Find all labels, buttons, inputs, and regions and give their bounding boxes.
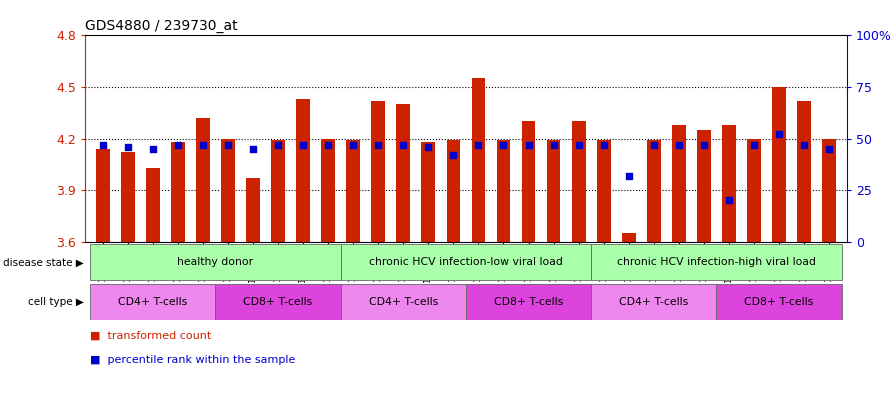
Text: CD4+ T-cells: CD4+ T-cells: [118, 297, 187, 307]
Bar: [622, 233, 635, 242]
Point: [822, 146, 836, 152]
Bar: [521, 121, 536, 242]
Point: [471, 141, 486, 148]
Bar: [672, 125, 685, 242]
Bar: [346, 140, 360, 242]
Bar: [547, 140, 561, 242]
Bar: [340, 284, 466, 320]
Bar: [371, 101, 385, 242]
Point: [246, 146, 260, 152]
Bar: [96, 149, 109, 242]
Bar: [297, 99, 310, 242]
Bar: [90, 244, 340, 280]
Bar: [747, 138, 761, 242]
Point: [521, 141, 536, 148]
Bar: [647, 140, 660, 242]
Bar: [90, 284, 215, 320]
Point: [121, 143, 135, 150]
Point: [647, 141, 661, 148]
Bar: [146, 168, 159, 242]
Text: CD8+ T-cells: CD8+ T-cells: [745, 297, 814, 307]
Point: [547, 141, 561, 148]
Text: disease state ▶: disease state ▶: [4, 257, 84, 267]
Bar: [823, 138, 836, 242]
Bar: [697, 130, 711, 242]
Point: [622, 173, 636, 179]
Point: [421, 143, 435, 150]
Text: ■  percentile rank within the sample: ■ percentile rank within the sample: [90, 354, 295, 365]
Bar: [322, 138, 335, 242]
Point: [496, 141, 511, 148]
Text: GDS4880 / 239730_at: GDS4880 / 239730_at: [85, 19, 237, 33]
Bar: [271, 140, 285, 242]
Bar: [717, 284, 841, 320]
Point: [321, 141, 335, 148]
Text: chronic HCV infection-high viral load: chronic HCV infection-high viral load: [617, 257, 816, 267]
Bar: [215, 284, 340, 320]
Point: [271, 141, 285, 148]
Point: [797, 141, 811, 148]
Bar: [797, 101, 811, 242]
Point: [672, 141, 686, 148]
Bar: [171, 142, 185, 242]
Point: [296, 141, 310, 148]
Bar: [221, 138, 235, 242]
Bar: [471, 78, 486, 242]
Bar: [196, 118, 210, 242]
Text: ■  transformed count: ■ transformed count: [90, 331, 211, 341]
Point: [145, 146, 159, 152]
Bar: [572, 121, 586, 242]
Bar: [466, 284, 591, 320]
Point: [572, 141, 586, 148]
Bar: [246, 178, 260, 242]
Bar: [772, 87, 786, 242]
Bar: [340, 244, 591, 280]
Text: CD8+ T-cells: CD8+ T-cells: [494, 297, 564, 307]
Point: [371, 141, 385, 148]
Text: cell type ▶: cell type ▶: [29, 297, 84, 307]
Point: [195, 141, 210, 148]
Point: [697, 141, 711, 148]
Text: CD4+ T-cells: CD4+ T-cells: [619, 297, 688, 307]
Bar: [591, 284, 717, 320]
Bar: [396, 104, 410, 242]
Point: [170, 141, 185, 148]
Point: [747, 141, 762, 148]
Bar: [446, 140, 461, 242]
Text: CD8+ T-cells: CD8+ T-cells: [244, 297, 313, 307]
Bar: [121, 152, 134, 242]
Bar: [421, 142, 435, 242]
Point: [597, 141, 611, 148]
Bar: [496, 140, 511, 242]
Bar: [597, 140, 610, 242]
Text: CD4+ T-cells: CD4+ T-cells: [368, 297, 438, 307]
Point: [722, 197, 737, 204]
Point: [346, 141, 360, 148]
Text: healthy donor: healthy donor: [177, 257, 254, 267]
Point: [772, 131, 787, 138]
Point: [220, 141, 235, 148]
Point: [446, 152, 461, 158]
Point: [396, 141, 410, 148]
Bar: [591, 244, 841, 280]
Text: chronic HCV infection-low viral load: chronic HCV infection-low viral load: [369, 257, 563, 267]
Bar: [722, 125, 736, 242]
Point: [96, 141, 110, 148]
